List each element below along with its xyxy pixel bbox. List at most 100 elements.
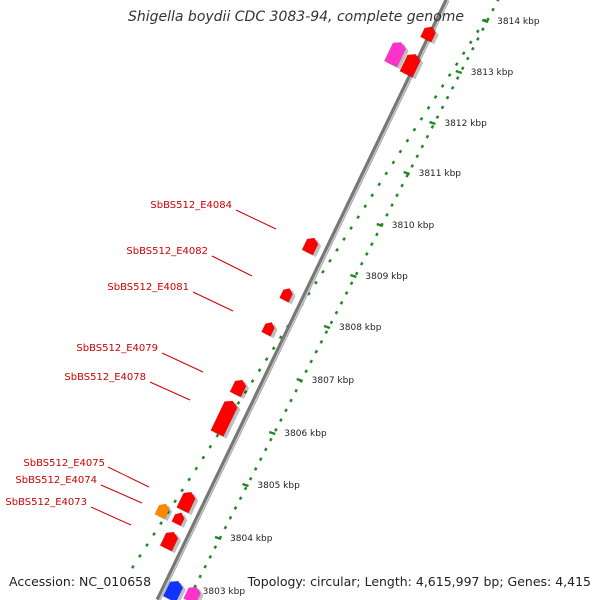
ruler-dot xyxy=(385,212,389,217)
gene-block xyxy=(420,26,436,43)
ruler-tick-label: 3806 kbp xyxy=(284,429,327,439)
outer-track-dot xyxy=(243,390,248,394)
outer-track-dot xyxy=(208,444,213,449)
gene-label: SbBS512_E4075 xyxy=(23,458,105,469)
ruler-dot xyxy=(455,76,460,80)
gene-label: SbBS512_E4074 xyxy=(15,475,97,486)
ruler-dot xyxy=(496,0,500,2)
ruler-dot xyxy=(238,496,243,501)
label-leader-line xyxy=(90,506,132,526)
ruler-dot xyxy=(208,555,213,559)
ruler-dot xyxy=(193,584,197,589)
ruler-dot xyxy=(440,105,445,110)
ruler-dot xyxy=(344,291,349,295)
outer-track-dot xyxy=(412,127,417,132)
map-title: Shigella boydii CDC 3083-94, complete ge… xyxy=(127,9,464,25)
ruler-dot xyxy=(400,183,404,188)
ruler-dot xyxy=(203,564,208,569)
outer-track-dot xyxy=(187,477,192,482)
ruler-dot xyxy=(349,281,354,286)
label-leader-line xyxy=(211,255,253,277)
ruler-dot xyxy=(304,369,308,374)
ruler-dot xyxy=(460,66,465,71)
ruler-dot xyxy=(435,115,440,120)
outer-track-dot xyxy=(468,40,473,45)
ruler-dot xyxy=(354,271,359,276)
ruler-tick-label: 3804 kbp xyxy=(230,534,273,544)
ruler-dot xyxy=(279,418,283,423)
gene-labels: SbBS512_E4084 SbBS512_E4082 SbBS512_E4081 S… xyxy=(5,200,232,508)
ruler-dot xyxy=(339,300,344,305)
ruler-dot xyxy=(253,467,258,471)
ruler-dot xyxy=(248,476,253,481)
outer-track-dot xyxy=(454,62,459,67)
ruler-dot xyxy=(274,427,278,432)
ruler-dot xyxy=(420,144,425,149)
ruler-major-tick xyxy=(323,324,331,330)
ruler-dot xyxy=(375,232,379,237)
outer-track-dot xyxy=(152,532,156,537)
gene-label: SbBS512_E4073 xyxy=(5,497,87,508)
ruler-dot xyxy=(309,359,314,364)
ruler-major-tick xyxy=(268,430,276,436)
outer-track-dot xyxy=(433,94,438,99)
ruler-major-tick xyxy=(242,482,249,488)
outer-track-dot xyxy=(145,543,149,547)
ruler-major-tick xyxy=(429,120,436,126)
gene-block xyxy=(171,512,185,527)
inner-ruler xyxy=(187,0,500,598)
topology-text: Topology: circular; Length: 4,615,997 bp… xyxy=(247,574,591,589)
outer-track-dot xyxy=(194,466,199,471)
gene-label: SbBS512_E4084 xyxy=(150,200,232,211)
outer-track-dot xyxy=(131,564,135,569)
genome-backbone xyxy=(155,0,450,600)
outer-ruler-dots xyxy=(131,18,487,569)
ruler-dot xyxy=(491,7,495,12)
ruler-major-tick xyxy=(214,535,222,541)
ruler-dot xyxy=(415,154,420,159)
outer-track-dot xyxy=(475,29,480,34)
ruler-tick-label: 3803 kbp xyxy=(203,587,246,597)
gene-block xyxy=(154,503,170,520)
outer-track-dot xyxy=(264,357,269,362)
ruler-dot xyxy=(450,85,455,90)
outer-track-dot xyxy=(363,204,368,209)
gene-block xyxy=(279,287,293,303)
ruler-major-tick xyxy=(455,69,463,75)
ruler-dot xyxy=(465,56,470,61)
ruler-dot xyxy=(410,164,415,168)
gene-label: SbBS512_E4078 xyxy=(64,372,146,383)
ruler-dot xyxy=(284,408,288,413)
gene-label: SbBS512_E4082 xyxy=(126,246,208,257)
outer-track-dot xyxy=(180,488,185,493)
ruler-tick-label: 3810 kbp xyxy=(392,221,435,231)
outer-track-dot xyxy=(426,105,431,110)
label-leader-lines xyxy=(90,209,277,526)
ruler-tick-label: 3807 kbp xyxy=(312,376,355,386)
outer-track-dot xyxy=(384,171,389,176)
label-leader-line xyxy=(100,484,143,504)
ruler-tick-label: 3812 kbp xyxy=(444,119,487,129)
label-leader-line xyxy=(149,381,191,401)
gene-block xyxy=(261,321,275,337)
ruler-major-tick xyxy=(296,377,304,383)
accession-text: Accession: NC_010658 xyxy=(9,574,152,589)
outer-track-dot xyxy=(356,215,361,220)
ruler-tick-label: 3813 kbp xyxy=(471,68,514,78)
outer-track-dot xyxy=(440,84,445,88)
outer-track-dot xyxy=(370,193,375,198)
ruler-dot xyxy=(481,27,485,32)
outer-track-dot xyxy=(342,237,346,241)
ruler-dot xyxy=(359,261,364,266)
ruler-dot xyxy=(198,574,202,579)
outer-track-dot xyxy=(236,401,241,405)
outer-track-dot xyxy=(419,116,424,121)
ruler-dot xyxy=(258,457,263,462)
ruler-dot xyxy=(370,242,374,247)
ruler-dot xyxy=(425,134,430,139)
ruler-dot xyxy=(223,525,228,530)
ruler-tick-label: 3811 kbp xyxy=(419,169,462,179)
gene-block xyxy=(301,237,319,256)
ruler-tick-labels: 3803 kbp 3804 kbp 3805 kbp 3806 kbp 3807 kbp… xyxy=(203,17,540,597)
